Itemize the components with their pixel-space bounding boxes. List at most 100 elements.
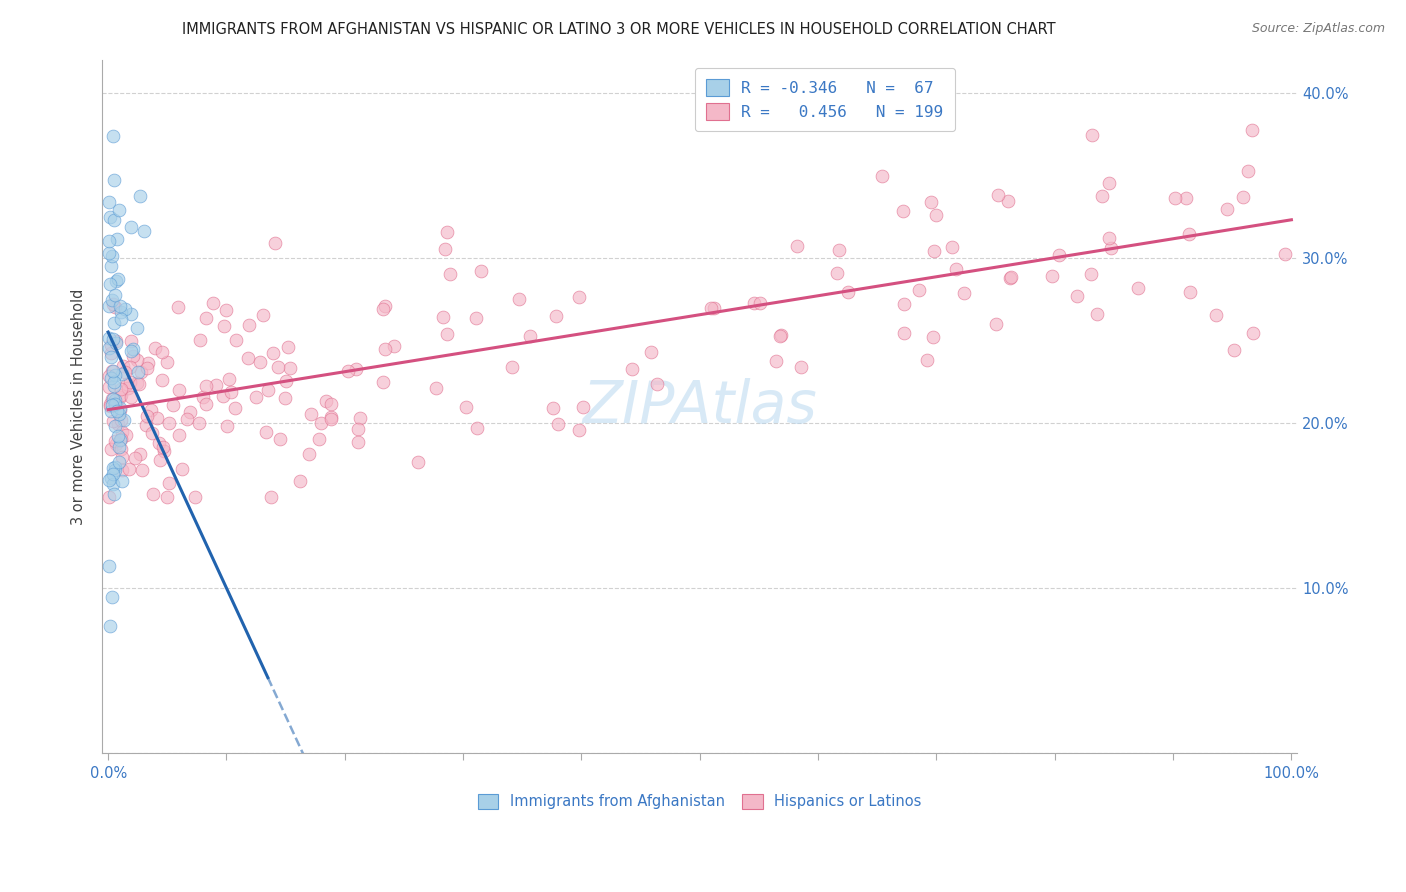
- Point: [120, 390, 142, 404]
- Point: [269, 432, 291, 446]
- Point: [464, 311, 486, 326]
- Point: [124, 450, 146, 465]
- Point: [1066, 289, 1088, 303]
- Point: [148, 436, 170, 450]
- Point: [118, 360, 141, 375]
- Point: [1237, 164, 1260, 178]
- Point: [100, 590, 122, 604]
- Point: [153, 444, 176, 458]
- Point: [101, 128, 124, 143]
- Point: [103, 379, 125, 393]
- Point: [101, 297, 124, 311]
- Point: [122, 342, 145, 356]
- Point: [100, 338, 122, 352]
- Point: [288, 474, 311, 488]
- Point: [1178, 285, 1201, 299]
- Point: [371, 301, 394, 316]
- Point: [103, 487, 125, 501]
- Point: [1163, 191, 1185, 205]
- Point: [319, 409, 342, 424]
- Point: [837, 285, 859, 299]
- Point: [1216, 202, 1239, 216]
- Point: [1091, 188, 1114, 202]
- Point: [135, 409, 157, 423]
- Point: [218, 371, 240, 385]
- Point: [436, 326, 458, 341]
- Point: [114, 301, 136, 316]
- Point: [264, 236, 287, 251]
- Point: [406, 455, 429, 469]
- Point: [110, 304, 132, 318]
- Point: [125, 376, 148, 390]
- Point: [254, 425, 277, 439]
- Point: [267, 359, 290, 374]
- Point: [103, 316, 125, 330]
- Point: [100, 442, 122, 456]
- Point: [470, 263, 492, 277]
- Point: [260, 490, 283, 504]
- Point: [501, 359, 523, 374]
- Point: [141, 425, 163, 440]
- Point: [128, 189, 150, 203]
- Point: [347, 422, 370, 436]
- Point: [97, 473, 120, 487]
- Point: [100, 392, 122, 406]
- Point: [142, 487, 165, 501]
- Point: [769, 329, 792, 343]
- Point: [108, 401, 131, 415]
- Point: [215, 418, 238, 433]
- Point: [104, 419, 127, 434]
- Point: [120, 307, 142, 321]
- Point: [1126, 280, 1149, 294]
- Point: [120, 343, 142, 358]
- Point: [1047, 248, 1070, 262]
- Point: [184, 490, 207, 504]
- Point: [224, 401, 246, 415]
- Point: [127, 365, 149, 379]
- Point: [97, 331, 120, 345]
- Point: [101, 476, 124, 491]
- Point: [108, 202, 131, 217]
- Point: [299, 408, 322, 422]
- Point: [702, 301, 724, 316]
- Point: [104, 368, 127, 383]
- Point: [194, 311, 217, 326]
- Point: [1274, 246, 1296, 260]
- Point: [129, 447, 152, 461]
- Point: [104, 334, 127, 348]
- Point: [179, 405, 201, 419]
- Point: [1241, 326, 1264, 341]
- Point: [156, 354, 179, 368]
- Point: [121, 334, 143, 348]
- Point: [120, 220, 142, 235]
- Point: [125, 321, 148, 335]
- Point: [115, 427, 138, 442]
- Point: [104, 274, 127, 288]
- Point: [508, 292, 530, 306]
- Point: [193, 390, 215, 404]
- Point: [118, 461, 141, 475]
- Point: [98, 397, 121, 411]
- Point: [110, 442, 132, 456]
- Point: [945, 261, 967, 276]
- Point: [98, 490, 121, 504]
- Point: [1241, 122, 1264, 136]
- Point: [769, 327, 792, 342]
- Point: [273, 392, 295, 406]
- Point: [870, 169, 893, 184]
- Point: [749, 296, 772, 310]
- Point: [640, 345, 662, 359]
- Point: [101, 461, 124, 475]
- Point: [374, 342, 396, 356]
- Point: [98, 277, 121, 292]
- Point: [110, 432, 132, 446]
- Point: [120, 375, 142, 389]
- Point: [103, 375, 125, 389]
- Point: [373, 375, 395, 389]
- Point: [425, 380, 447, 394]
- Text: IMMIGRANTS FROM AFGHANISTAN VS HISPANIC OR LATINO 3 OR MORE VEHICLES IN HOUSEHOL: IMMIGRANTS FROM AFGHANISTAN VS HISPANIC …: [181, 22, 1056, 37]
- Point: [105, 335, 128, 350]
- Point: [245, 390, 267, 404]
- Point: [336, 364, 359, 378]
- Point: [344, 362, 367, 376]
